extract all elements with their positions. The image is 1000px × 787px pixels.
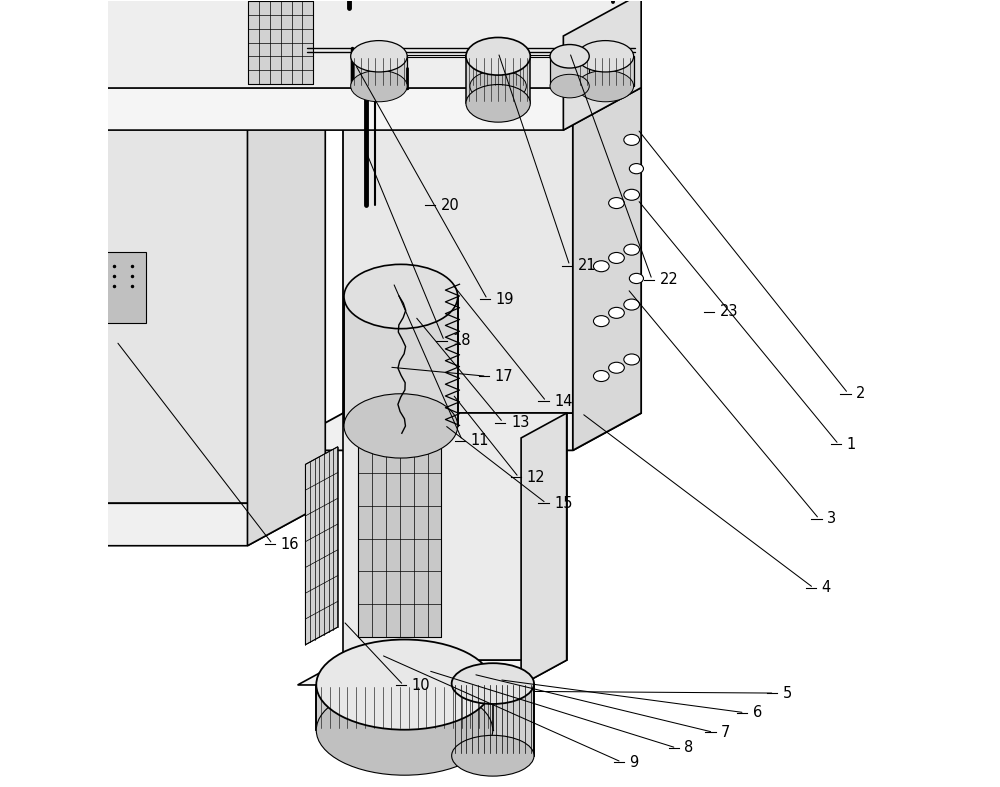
Ellipse shape [609, 308, 624, 318]
Ellipse shape [624, 244, 640, 255]
Text: 7: 7 [721, 725, 731, 740]
Text: 3: 3 [827, 512, 836, 527]
Ellipse shape [316, 640, 493, 730]
Text: 8: 8 [684, 741, 694, 756]
Polygon shape [358, 441, 441, 637]
Ellipse shape [452, 663, 534, 704]
Ellipse shape [470, 41, 526, 72]
Text: 15: 15 [554, 496, 573, 511]
Ellipse shape [344, 264, 458, 329]
Polygon shape [344, 297, 458, 426]
Text: 9: 9 [629, 755, 639, 770]
Polygon shape [577, 57, 634, 86]
Ellipse shape [624, 299, 640, 310]
Ellipse shape [577, 41, 634, 72]
Ellipse shape [351, 41, 407, 72]
Text: 6: 6 [753, 705, 762, 720]
Text: 10: 10 [411, 678, 430, 693]
Ellipse shape [593, 316, 609, 327]
Polygon shape [298, 660, 567, 685]
Polygon shape [0, 72, 325, 504]
Ellipse shape [470, 70, 526, 102]
Polygon shape [305, 447, 338, 645]
Text: 23: 23 [720, 305, 738, 320]
Ellipse shape [316, 685, 493, 775]
Ellipse shape [609, 198, 624, 209]
Ellipse shape [609, 362, 624, 373]
Text: 13: 13 [511, 415, 529, 430]
Polygon shape [247, 72, 325, 545]
Polygon shape [248, 2, 313, 83]
Polygon shape [550, 57, 589, 86]
Text: 22: 22 [660, 272, 679, 287]
Ellipse shape [466, 84, 530, 122]
Polygon shape [343, 413, 567, 660]
Ellipse shape [624, 354, 640, 365]
Polygon shape [573, 79, 641, 450]
Polygon shape [0, 504, 325, 545]
Ellipse shape [593, 260, 609, 272]
Polygon shape [452, 684, 534, 756]
Ellipse shape [466, 38, 530, 75]
Polygon shape [343, 79, 641, 413]
Polygon shape [69, 253, 146, 323]
Text: 12: 12 [527, 470, 545, 485]
Ellipse shape [452, 735, 534, 776]
Text: 19: 19 [495, 292, 514, 307]
Polygon shape [563, 0, 641, 130]
Text: 5: 5 [782, 685, 792, 700]
Text: 14: 14 [554, 394, 573, 408]
Ellipse shape [629, 164, 643, 174]
Polygon shape [275, 413, 641, 450]
Text: 11: 11 [470, 433, 489, 448]
Polygon shape [0, 0, 641, 87]
Text: 4: 4 [822, 581, 831, 596]
Ellipse shape [629, 273, 643, 283]
Polygon shape [521, 413, 567, 685]
Polygon shape [351, 57, 407, 86]
Ellipse shape [550, 45, 589, 68]
Polygon shape [470, 57, 526, 86]
Text: 18: 18 [452, 334, 471, 349]
Text: 21: 21 [578, 258, 596, 273]
Polygon shape [466, 57, 530, 103]
Text: 2: 2 [856, 386, 865, 401]
Ellipse shape [593, 371, 609, 382]
Ellipse shape [624, 190, 640, 200]
Text: 20: 20 [440, 198, 459, 212]
Ellipse shape [624, 135, 640, 146]
Polygon shape [316, 685, 493, 730]
Text: 16: 16 [280, 537, 299, 552]
Text: 1: 1 [847, 437, 856, 452]
Ellipse shape [609, 253, 624, 264]
Polygon shape [0, 87, 641, 130]
Ellipse shape [344, 394, 458, 458]
Ellipse shape [550, 74, 589, 98]
Text: 17: 17 [495, 369, 513, 384]
Ellipse shape [577, 70, 634, 102]
Ellipse shape [351, 70, 407, 102]
